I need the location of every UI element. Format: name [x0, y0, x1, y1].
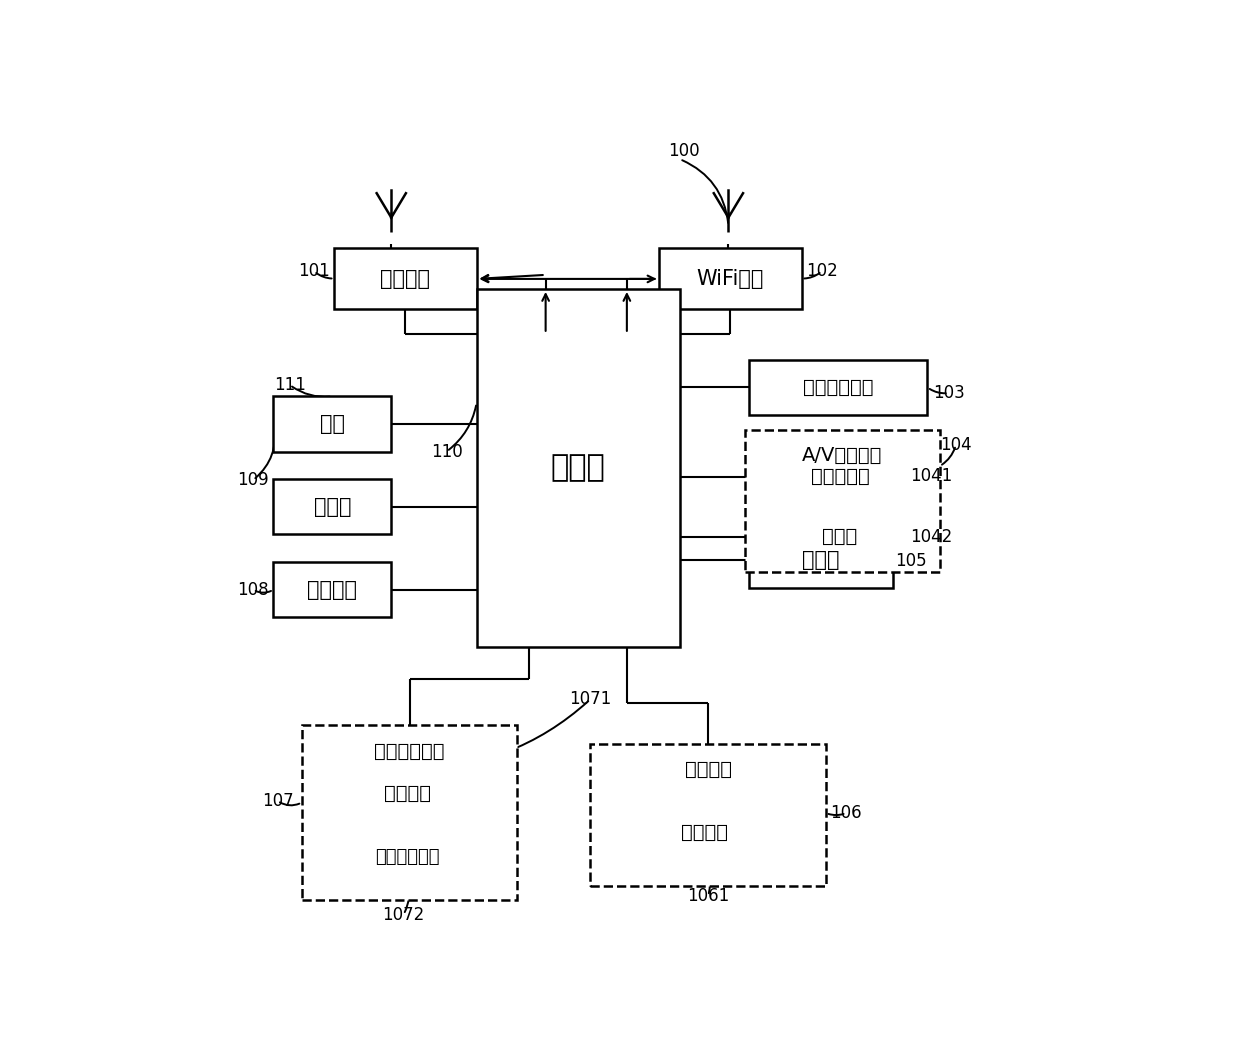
Text: 射频单元: 射频单元: [380, 269, 430, 289]
Text: 1041: 1041: [911, 467, 953, 485]
Text: 100: 100: [668, 142, 700, 160]
Text: 用户输入单元: 用户输入单元: [374, 742, 445, 761]
Bar: [274, 562, 392, 617]
Bar: [748, 533, 893, 588]
Text: WiFi模块: WiFi模块: [696, 269, 764, 289]
Text: 107: 107: [261, 792, 294, 810]
Text: 110: 110: [431, 442, 462, 461]
Text: 102: 102: [805, 263, 838, 281]
Text: 1042: 1042: [911, 528, 953, 545]
Bar: [636, 807, 773, 858]
Bar: [764, 452, 916, 502]
Text: 显示单元: 显示单元: [685, 761, 731, 780]
Bar: [745, 429, 939, 572]
Text: 其他输入设备: 其他输入设备: [375, 848, 440, 866]
Text: 106: 106: [830, 804, 862, 822]
Text: 触控面板: 触控面板: [384, 784, 431, 803]
Text: 音频输出单元: 音频输出单元: [803, 378, 873, 397]
Bar: [302, 725, 517, 900]
Text: 处理器: 处理器: [551, 454, 606, 482]
Text: 传感器: 传感器: [803, 551, 840, 571]
Bar: [659, 248, 802, 309]
Text: 接口单元: 接口单元: [307, 579, 357, 599]
Text: 105: 105: [896, 552, 927, 570]
Bar: [338, 768, 477, 819]
Text: 1071: 1071: [569, 690, 611, 708]
Text: 111: 111: [274, 376, 306, 394]
Text: 麦克风: 麦克风: [823, 528, 857, 546]
Text: 1072: 1072: [383, 905, 425, 923]
Text: 电源: 电源: [320, 414, 344, 434]
Bar: [477, 289, 680, 647]
Text: 108: 108: [238, 580, 269, 598]
Bar: [274, 479, 392, 535]
Bar: [748, 360, 928, 415]
Text: 109: 109: [238, 471, 269, 488]
Bar: [335, 248, 477, 309]
Bar: [590, 744, 826, 886]
Text: 图形处理器: 图形处理器: [810, 467, 870, 486]
Text: 101: 101: [299, 263, 330, 281]
Bar: [338, 831, 477, 882]
Text: 显示面板: 显示面板: [680, 823, 727, 842]
Bar: [764, 512, 916, 562]
Text: 104: 104: [940, 436, 971, 454]
Text: 103: 103: [933, 384, 964, 402]
Text: 1061: 1061: [686, 887, 730, 905]
Text: 存储器: 存储器: [313, 497, 351, 517]
Text: A/V输入单元: A/V输入单元: [802, 446, 882, 465]
Bar: [274, 397, 392, 452]
